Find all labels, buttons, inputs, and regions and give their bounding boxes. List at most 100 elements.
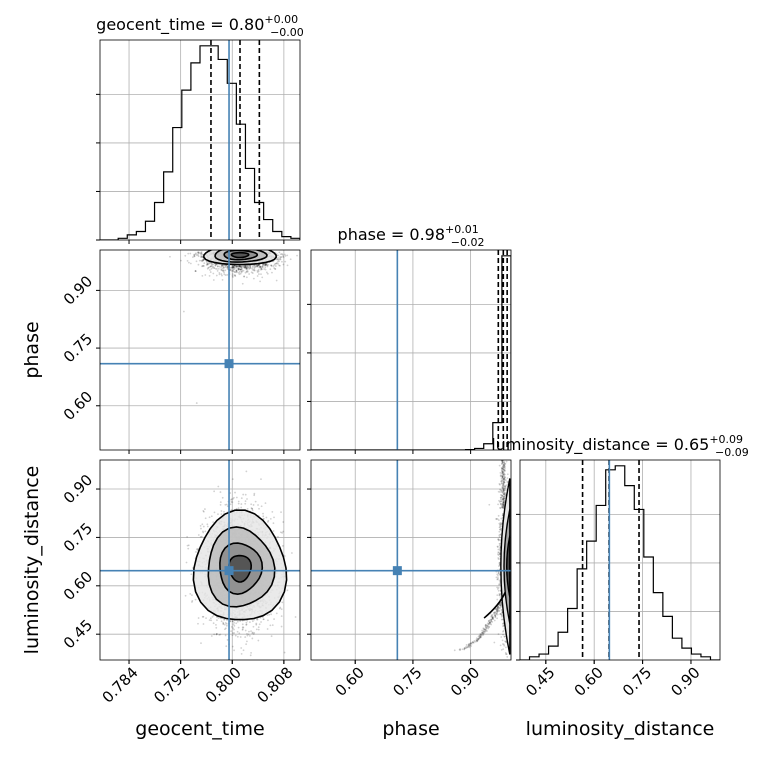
sample-point	[196, 251, 199, 254]
sample-point	[223, 628, 226, 631]
title-lower: −0.00	[270, 26, 304, 39]
sample-point	[222, 266, 225, 269]
contour-line-2	[223, 250, 259, 261]
sample-point	[238, 273, 241, 276]
sample-point	[252, 264, 254, 267]
sample-point	[200, 251, 203, 254]
sample-point	[246, 265, 249, 267]
sample-point	[264, 264, 266, 267]
sample-point	[188, 261, 190, 264]
sample-point	[200, 252, 203, 255]
sample-point	[246, 507, 249, 510]
sample-point	[246, 634, 249, 637]
sample-point	[245, 267, 248, 270]
sample-point	[281, 532, 284, 534]
sample-point	[231, 620, 234, 623]
sample-point	[257, 504, 259, 506]
sample-point	[226, 266, 229, 269]
sample-point	[197, 255, 200, 258]
sample-point	[212, 279, 215, 281]
sample-point	[210, 268, 213, 270]
sample-point	[209, 617, 212, 620]
sample-point	[251, 268, 254, 271]
sample-point	[258, 263, 261, 266]
sample-point	[231, 478, 234, 480]
sample-point	[245, 268, 248, 271]
sample-point	[255, 264, 258, 267]
sample-point	[243, 275, 245, 278]
sample-point	[205, 260, 208, 263]
sample-point	[286, 264, 289, 267]
sample-point	[266, 272, 269, 275]
sample-point	[233, 266, 236, 269]
sample-point	[286, 589, 289, 592]
sample-point	[220, 273, 223, 275]
sample-point	[206, 262, 209, 265]
sample-point	[243, 266, 246, 269]
sample-point	[220, 513, 223, 516]
sample-point	[234, 274, 237, 277]
sample-point	[277, 254, 280, 257]
sample-point	[209, 265, 212, 268]
sample-point	[191, 601, 193, 603]
sample-point	[200, 256, 202, 258]
sample-point	[213, 511, 216, 514]
sample-point	[244, 266, 247, 269]
sample-point	[232, 270, 235, 272]
sample-point	[245, 623, 248, 626]
sample-point	[235, 269, 238, 272]
sample-point	[245, 470, 248, 473]
tick-label: 0.60	[60, 388, 96, 424]
sample-point	[280, 511, 282, 514]
sample-point	[216, 633, 218, 635]
sample-point	[256, 264, 259, 267]
sample-point	[212, 614, 215, 617]
sample-point	[249, 267, 252, 269]
sample-point	[244, 629, 247, 632]
sample-point	[235, 622, 238, 625]
sample-point	[197, 251, 200, 253]
sample-point	[264, 264, 267, 267]
sample-point	[239, 268, 242, 271]
sample-point	[257, 264, 259, 267]
sample-point	[238, 265, 241, 268]
sample-point	[209, 265, 212, 268]
sample-point	[239, 620, 242, 622]
sample-point	[225, 624, 228, 627]
sample-point	[262, 266, 264, 268]
sample-point	[265, 263, 267, 266]
sample-point	[215, 274, 218, 277]
sample-point	[226, 268, 229, 271]
sample-point	[237, 626, 240, 629]
sample-point	[240, 662, 242, 664]
sample-point	[255, 265, 258, 268]
sample-point	[231, 273, 234, 276]
sample-point	[237, 507, 240, 510]
sample-point	[219, 633, 222, 636]
sample-point	[202, 264, 205, 267]
sample-point	[229, 268, 232, 271]
tick-label: 0.60	[571, 664, 607, 700]
sample-point	[278, 264, 280, 267]
sample-point	[266, 264, 269, 267]
sample-point	[240, 266, 243, 268]
sample-point	[242, 649, 245, 652]
sample-point	[248, 630, 250, 633]
sample-point	[251, 631, 254, 634]
sample-point	[187, 547, 190, 550]
sample-point	[270, 264, 273, 267]
sample-point	[235, 270, 238, 272]
sample-point	[194, 253, 197, 256]
sample-point	[189, 252, 192, 255]
sample-point	[258, 264, 260, 266]
sample-point	[245, 270, 248, 273]
sample-point	[234, 491, 236, 494]
sample-point	[271, 271, 273, 274]
sample-point	[274, 262, 277, 265]
sample-point	[233, 628, 235, 631]
sample-point	[245, 623, 248, 626]
sample-point	[169, 255, 171, 258]
sample-point	[239, 268, 242, 271]
sample-point	[223, 618, 226, 621]
